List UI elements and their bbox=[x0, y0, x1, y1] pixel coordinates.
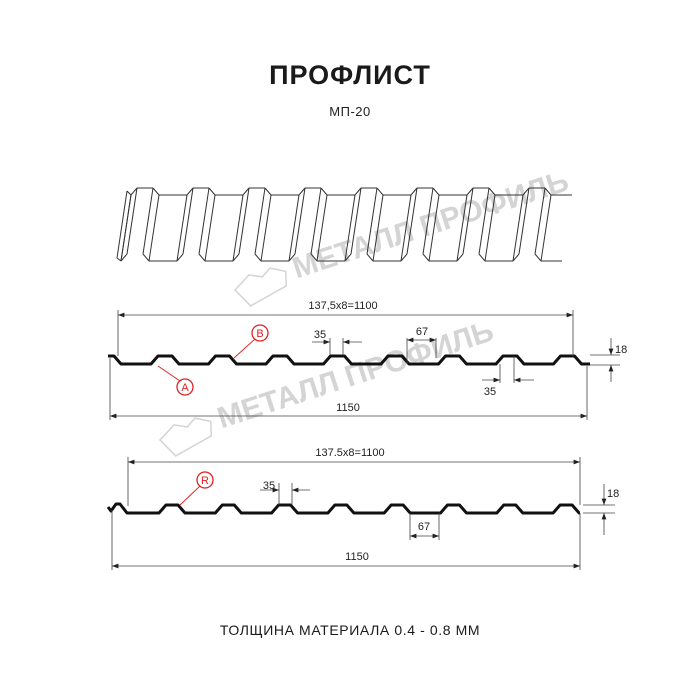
sheet-edge bbox=[534, 253, 542, 262]
profile-1: 137,5x8=1100 1150 35 67 35 18 B A bbox=[108, 300, 627, 420]
sheet-edge bbox=[130, 187, 138, 196]
sheet-edge bbox=[354, 187, 362, 196]
sheet-edge bbox=[208, 187, 216, 196]
watermark-2: МЕТАЛЛ ПРОФИЛЬ bbox=[158, 315, 498, 457]
sheet-edge bbox=[428, 194, 440, 262]
marker-a-label: A bbox=[181, 382, 189, 394]
sheet-edge bbox=[148, 194, 160, 262]
lower-top-width-dimension: 35 bbox=[484, 386, 496, 398]
sheet-edge bbox=[518, 187, 530, 255]
sheet-edge bbox=[462, 187, 474, 255]
sheet-edge bbox=[176, 253, 184, 262]
sheet-edge bbox=[232, 194, 244, 262]
sheet-edge bbox=[120, 253, 128, 262]
bottom-width-dimension: 67 bbox=[416, 326, 428, 338]
sheet-edge bbox=[456, 253, 464, 262]
sheet-edge bbox=[366, 187, 378, 255]
sheet-edge bbox=[534, 187, 546, 255]
height-dimension: 18 bbox=[607, 488, 619, 500]
sheet-edge bbox=[142, 187, 154, 255]
profile-1-shape bbox=[108, 354, 590, 366]
sheet-edge bbox=[512, 194, 524, 262]
sheet-edge bbox=[254, 187, 266, 255]
sheet-edge bbox=[254, 253, 262, 262]
sheet-edge bbox=[512, 253, 520, 262]
sheet-edge bbox=[422, 187, 434, 255]
sheet-edge bbox=[406, 187, 418, 255]
sheet-edge bbox=[350, 187, 362, 255]
sheet-edge bbox=[298, 187, 306, 196]
page-title: ПРОФЛИСТ bbox=[269, 60, 431, 90]
top-width-dimension: 35 bbox=[263, 480, 275, 492]
sheet-edge bbox=[116, 257, 122, 262]
sheet-edge bbox=[260, 194, 272, 262]
total-dimension: 1150 bbox=[345, 551, 369, 563]
sheet-edge bbox=[466, 187, 474, 196]
sheet-edge bbox=[198, 187, 210, 255]
sheet-edge bbox=[238, 187, 250, 255]
sheet-edge bbox=[120, 194, 132, 262]
sheet-edge bbox=[376, 187, 384, 196]
marker-b: B bbox=[233, 324, 269, 359]
sheet-edge bbox=[400, 253, 408, 262]
sheet-edge bbox=[294, 187, 306, 255]
sheet-edge bbox=[310, 253, 318, 262]
sheet-edge bbox=[126, 187, 138, 255]
sheet-edge bbox=[344, 194, 356, 262]
pitch-dimension: 137,5x8=1100 bbox=[308, 300, 377, 312]
sheet-edge bbox=[344, 253, 352, 262]
sheet-edge bbox=[176, 194, 188, 262]
sheet-edge bbox=[544, 187, 552, 196]
sheet-edge bbox=[488, 187, 496, 196]
sheet-edge bbox=[478, 253, 486, 262]
bottom-width-dimension: 67 bbox=[418, 521, 430, 533]
profile-2-shape bbox=[106, 502, 581, 515]
sheet-edge bbox=[232, 253, 240, 262]
sheet-edge bbox=[400, 194, 412, 262]
sheet-edge bbox=[320, 187, 328, 196]
sheet-edge bbox=[204, 194, 216, 262]
total-dimension: 1150 bbox=[336, 402, 360, 414]
profile-2: 137.5x8=1100 1150 35 67 18 R bbox=[106, 447, 619, 570]
profile-model: МП-20 bbox=[329, 104, 371, 119]
sheet-edge bbox=[456, 194, 468, 262]
sheet-edge bbox=[152, 187, 160, 196]
sheet-edge bbox=[186, 187, 194, 196]
watermark-1: МЕТАЛЛ ПРОФИЛЬ bbox=[233, 165, 573, 307]
sheet-edge bbox=[182, 187, 194, 255]
sheet-edge bbox=[372, 194, 384, 262]
pitch-dimension: 137.5x8=1100 bbox=[315, 447, 384, 459]
marker-r-label: R bbox=[201, 475, 209, 487]
top-width-dimension: 35 bbox=[314, 329, 326, 341]
sheet-edge bbox=[116, 190, 128, 259]
sheet-edge bbox=[264, 187, 272, 196]
watermark-text: МЕТАЛЛ ПРОФИЛЬ bbox=[288, 165, 572, 285]
sheet-edge bbox=[540, 194, 552, 262]
material-thickness: ТОЛЩИНА МАТЕРИАЛА 0.4 - 0.8 ММ bbox=[219, 622, 481, 638]
sheet-edge bbox=[366, 253, 374, 262]
sheet-edge bbox=[484, 194, 496, 262]
sheet-edge bbox=[242, 187, 250, 196]
sheet-edge bbox=[432, 187, 440, 196]
sheet-edge bbox=[410, 187, 418, 196]
sheet-edge bbox=[310, 187, 322, 255]
sheet-edge bbox=[142, 253, 150, 262]
sheet-edge bbox=[522, 187, 530, 196]
sheet-edge bbox=[288, 253, 296, 262]
sheet-edge bbox=[478, 187, 490, 255]
sheet-edge bbox=[126, 190, 132, 196]
sheet-edge bbox=[422, 253, 430, 262]
sheet-edge bbox=[316, 194, 328, 262]
marker-r: R bbox=[179, 471, 214, 506]
marker-b-label: B bbox=[256, 328, 263, 340]
height-dimension: 18 bbox=[615, 344, 627, 356]
sheet-edge bbox=[288, 194, 300, 262]
sheet-3d-view bbox=[116, 187, 572, 262]
marker-a: A bbox=[157, 365, 194, 396]
sheet-edge bbox=[198, 253, 206, 262]
